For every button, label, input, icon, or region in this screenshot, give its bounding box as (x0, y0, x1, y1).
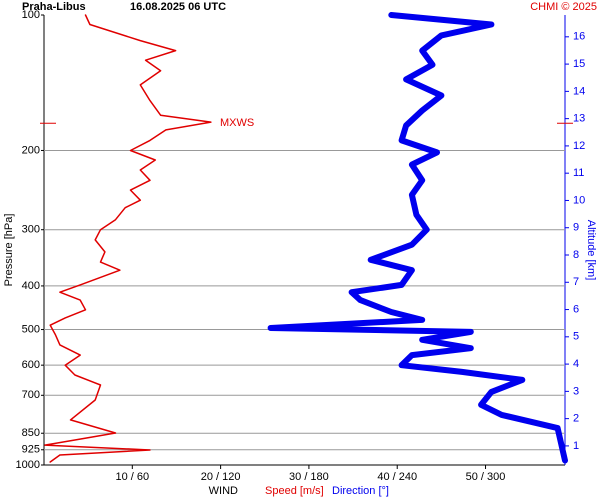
y2-tick-label: 7 (573, 276, 579, 288)
y2-tick-label: 9 (573, 222, 579, 234)
y-tick-label: 850 (22, 427, 40, 439)
y2-tick-label: 15 (573, 58, 585, 70)
annotation: MXWS (220, 117, 254, 129)
x-tick-label: 10 / 60 (115, 471, 149, 483)
y2-tick-label: 10 (573, 194, 585, 206)
y-tick-label: 1000 (16, 459, 40, 471)
x-axis-label: WIND (209, 485, 238, 497)
legend-entry: Speed [m/s] (265, 485, 324, 497)
chart-title: Praha-Libus (22, 1, 86, 13)
y-tick-label: 600 (22, 359, 40, 371)
y2-tick-label: 12 (573, 140, 585, 152)
speed-line (44, 14, 212, 463)
y2-tick-label: 2 (573, 413, 579, 425)
y2-tick-label: 4 (573, 358, 579, 370)
y-tick-label: 300 (22, 224, 40, 236)
x-tick-label: 50 / 300 (466, 471, 506, 483)
x-tick-label: 20 / 120 (201, 471, 241, 483)
y-tick-label: 700 (22, 389, 40, 401)
y-tick-label: 200 (22, 144, 40, 156)
y2-tick-label: 13 (573, 113, 585, 125)
chart-subtitle: 16.08.2025 06 UTC (130, 1, 226, 13)
y2-tick-label: 8 (573, 249, 579, 261)
y2-tick-label: 11 (573, 167, 584, 179)
y-tick-label: 925 (22, 444, 40, 456)
direction-line (267, 12, 568, 464)
y2-axis-label: Altitude [km] (585, 220, 597, 281)
y2-tick-label: 16 (573, 31, 585, 43)
y-axis-label: Pressure [hPa] (3, 214, 15, 287)
y-tick-label: 500 (22, 323, 40, 335)
y2-tick-label: 5 (573, 331, 579, 343)
credit: CHMI © 2025 (530, 1, 597, 13)
x-tick-label: 40 / 240 (377, 471, 417, 483)
x-tick-label: 30 / 180 (289, 471, 329, 483)
y2-tick-label: 3 (573, 385, 579, 397)
legend-entry: Direction [°] (332, 485, 389, 497)
y-tick-label: 400 (22, 280, 40, 292)
y2-tick-label: 6 (573, 303, 579, 315)
y2-tick-label: 14 (573, 85, 585, 97)
y-tick-label: 100 (22, 9, 40, 21)
y2-tick-label: 1 (573, 440, 579, 452)
